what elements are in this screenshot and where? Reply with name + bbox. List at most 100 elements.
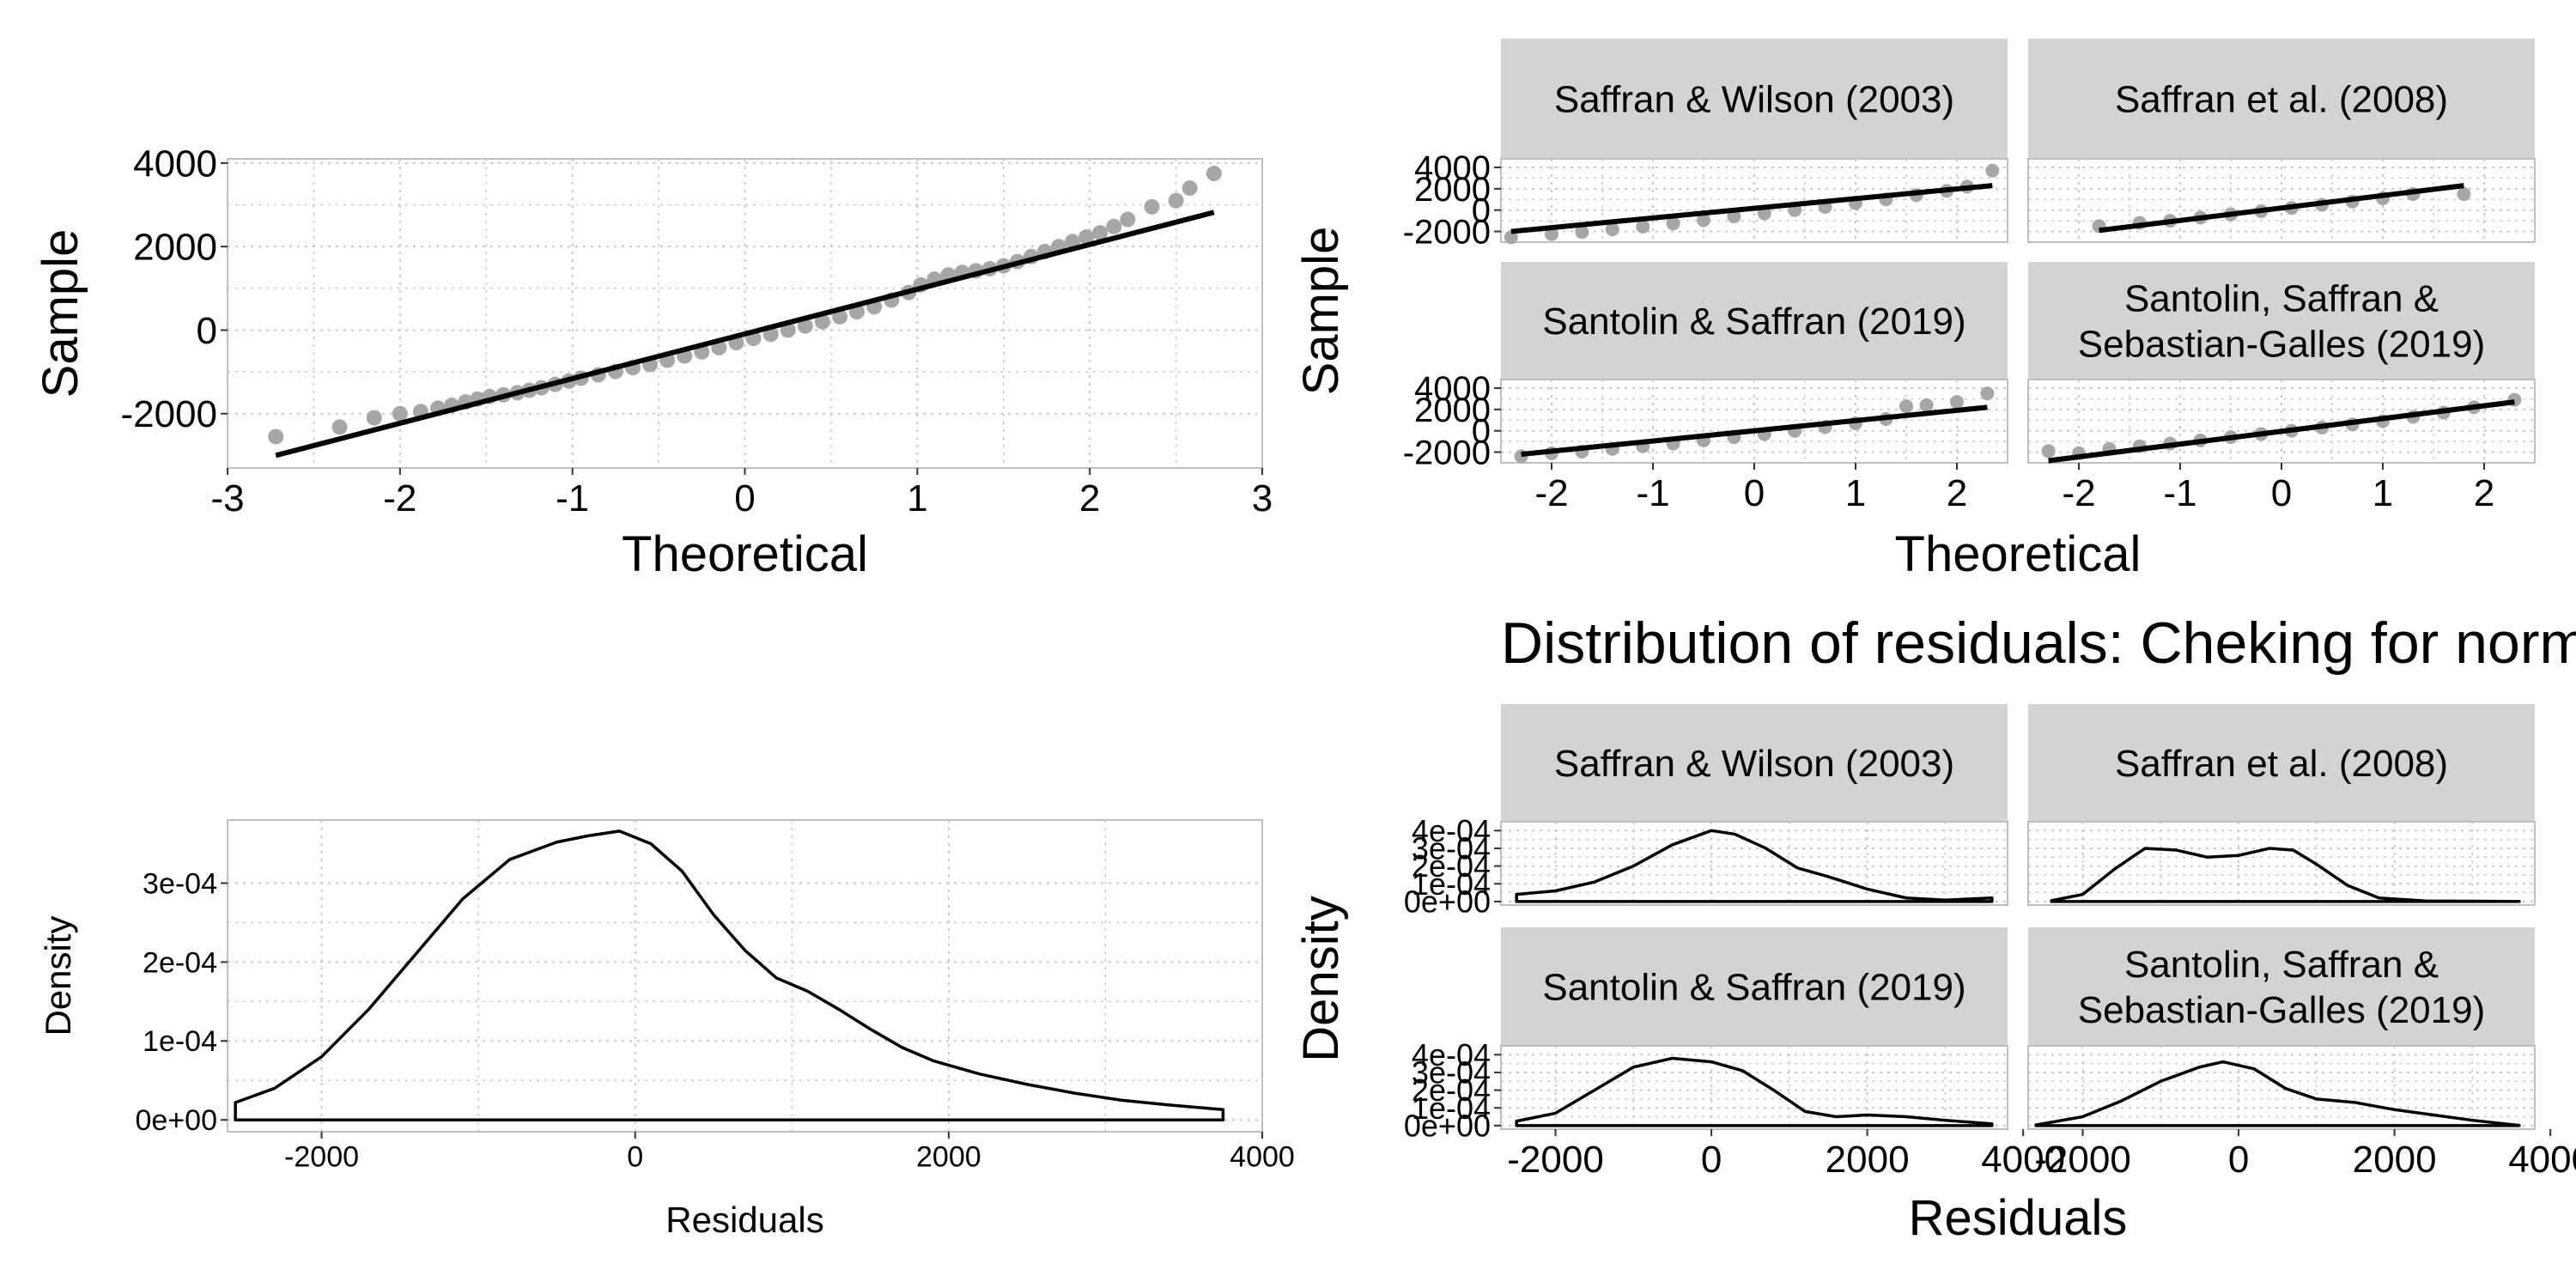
panel-border xyxy=(1500,1045,2008,1130)
qq-reference-line xyxy=(275,210,1215,459)
y-tick-label: -2000 xyxy=(1403,214,1491,252)
qq-point xyxy=(1504,230,1518,245)
facet-strip-label: Saffran et al. (2008) xyxy=(2115,743,2448,785)
qq-point xyxy=(1106,218,1122,234)
qq-point xyxy=(1575,225,1589,240)
qq-reference-line xyxy=(2048,399,2515,464)
qq-plot-all: -3 -2 -1 0 1 2 3 -2000 0 2000 4000 Theoretical Sampl… xyxy=(33,143,1273,582)
density-curve xyxy=(2034,1060,2521,1127)
y-tick-label: 3e-04 xyxy=(1412,1055,1491,1091)
facet-strip-label: Saffran et al. (2008) xyxy=(2115,78,2448,120)
x-tick-label: 0 xyxy=(734,477,755,519)
y-tick-label: 4e-04 xyxy=(1412,813,1491,848)
qq-point xyxy=(1697,213,1710,228)
qq-point xyxy=(1636,219,1650,234)
facet-strip xyxy=(1501,39,2008,159)
x-tick-label: 4000 xyxy=(2508,1139,2576,1181)
y-tick-label: 2000 xyxy=(133,227,217,269)
x-tick-label: 0 xyxy=(627,1140,643,1173)
qq-point xyxy=(1092,225,1109,241)
y-tick-label: 1e-04 xyxy=(143,1025,217,1058)
x-tick-label: 3 xyxy=(1252,477,1273,519)
x-tick-label: 1 xyxy=(2372,472,2393,514)
y-tick-label: 1e-04 xyxy=(1412,1091,1491,1126)
facet-strip-label: Sebastian-Galles (2019) xyxy=(2078,323,2485,365)
x-axis-label: Theoretical xyxy=(622,526,868,582)
y-axis-label: Sample xyxy=(1293,227,1349,396)
y-axis-label: Sample xyxy=(33,229,88,398)
x-tick-label: 2 xyxy=(2474,472,2494,514)
x-tick-label: -2000 xyxy=(2034,1139,2131,1181)
facet-strip xyxy=(2028,927,2535,1046)
x-tick-label: 0 xyxy=(2228,1139,2249,1181)
density-plot-facets: Distribution of residuals: Cheking for n… xyxy=(1293,611,2576,1246)
qq-point xyxy=(1545,227,1558,241)
y-tick-label: 0 xyxy=(197,310,217,352)
panel-border xyxy=(2027,1045,2536,1130)
y-tick-label: 0 xyxy=(1472,192,1491,230)
qq-facet: Saffran et al. (2008) xyxy=(2027,39,2536,243)
y-tick-label: -2000 xyxy=(1403,434,1491,472)
x-axis-label: Residuals xyxy=(1909,1190,2128,1246)
x-tick-label: 4000 xyxy=(1230,1140,1295,1173)
facet-strip xyxy=(1501,262,2008,380)
facet-strip-label: Santolin & Saffran (2019) xyxy=(1542,301,1965,343)
x-tick-label: -2000 xyxy=(1507,1139,1604,1181)
qq-point xyxy=(1078,228,1095,245)
panel-border xyxy=(2027,158,2536,243)
x-tick-label: -2 xyxy=(383,477,416,519)
x-axis-label: Residuals xyxy=(665,1200,823,1240)
facet-strip xyxy=(1501,927,2008,1046)
y-tick-label: 0e+00 xyxy=(1404,884,1491,919)
qq-point xyxy=(1666,216,1680,231)
x-tick-label: -3 xyxy=(210,477,244,519)
density-curve xyxy=(1515,829,1994,903)
facet-strip-label: Santolin & Saffran (2019) xyxy=(1542,966,1965,1008)
qq-point xyxy=(1950,395,1964,410)
qq-point xyxy=(1206,166,1222,182)
qq-plot-facets: Saffran & Wilson (2003)-2000020004000Saf… xyxy=(1293,39,2536,582)
qq-point xyxy=(1144,198,1160,215)
y-tick-label: 0e+00 xyxy=(136,1104,218,1137)
x-tick-label: 2 xyxy=(1947,472,1967,514)
panel-border xyxy=(1500,158,2008,243)
y-tick-label: 2e-04 xyxy=(143,946,217,979)
x-tick-label: 2 xyxy=(1079,477,1100,519)
y-axis-label: Density xyxy=(38,915,78,1036)
y-tick-label: 3e-04 xyxy=(1412,831,1491,866)
y-tick-label: 2000 xyxy=(1414,171,1491,209)
qq-point xyxy=(814,313,830,330)
y-tick-label: 0 xyxy=(1472,413,1491,451)
y-axis-label: Density xyxy=(1293,896,1349,1061)
x-tick-label: -2000 xyxy=(284,1140,359,1173)
qq-point xyxy=(797,318,813,334)
x-tick-label: 1 xyxy=(1845,472,1866,514)
facet-strip-label: Saffran & Wilson (2003) xyxy=(1554,743,1954,785)
qq-reference-line xyxy=(1521,404,1988,458)
facet-strip xyxy=(2028,39,2535,159)
qq-point xyxy=(1985,163,2000,178)
facet-strip-label: Santolin, Saffran & xyxy=(2124,278,2439,320)
facet-strip xyxy=(2028,262,2535,380)
qq-point xyxy=(1605,222,1619,237)
x-tick-label: -1 xyxy=(556,477,589,519)
chart-title: Distribution of residuals: Cheking for n… xyxy=(1501,611,2576,676)
density-curve xyxy=(234,829,1225,1121)
qq-point xyxy=(268,428,284,445)
x-tick-label: -1 xyxy=(2163,472,2196,514)
density-facet: Saffran et al. (2008) xyxy=(2027,704,2536,906)
x-tick-label: 0 xyxy=(2271,472,2292,514)
facet-strip-label: Saffran & Wilson (2003) xyxy=(1554,78,1954,120)
density-facet: Saffran & Wilson (2003) 0e+001e-042e-043e… xyxy=(1404,704,2008,919)
panel-border xyxy=(227,819,1263,1133)
density-facet: Santolin, Saffran &Sebastian-Galles (201… xyxy=(2027,927,2576,1181)
density-curve xyxy=(2050,847,2521,903)
facet-strip xyxy=(2028,704,2535,822)
y-tick-label: 4000 xyxy=(133,143,217,185)
qq-point xyxy=(1899,399,1913,414)
panel-border xyxy=(2027,821,2536,906)
facet-strip-label: Sebastian-Galles (2019) xyxy=(2078,989,2485,1031)
x-axis-label: Theoretical xyxy=(1895,526,2142,582)
x-tick-label: 2000 xyxy=(2353,1139,2437,1181)
